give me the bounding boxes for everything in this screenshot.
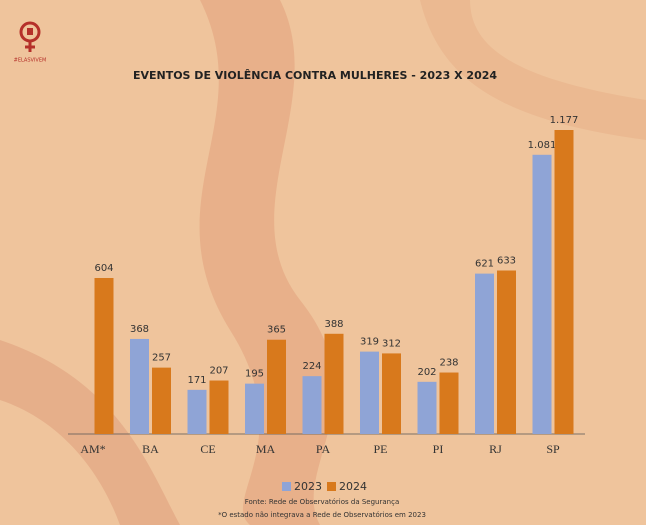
x-tick-label: PE xyxy=(373,442,387,456)
legend-label: 2023 xyxy=(294,480,322,493)
bar xyxy=(302,376,322,434)
bar xyxy=(497,270,516,434)
logo-icon xyxy=(19,21,41,52)
x-tick-label: RJ xyxy=(489,442,502,456)
x-tick-label: BA xyxy=(142,442,159,456)
bar xyxy=(417,381,437,434)
value-label: 388 xyxy=(324,319,343,330)
bar xyxy=(532,154,552,435)
x-tick-label: SP xyxy=(546,442,560,456)
value-label: 238 xyxy=(439,358,458,369)
legend-swatch xyxy=(282,482,291,491)
logo-text: #ELASVIVEM xyxy=(14,58,47,64)
x-tick-label: PI xyxy=(433,442,444,456)
decoration xyxy=(0,340,180,525)
value-label: 1.081 xyxy=(528,140,557,151)
x-tick-label: MA xyxy=(256,442,276,456)
value-label: 1.177 xyxy=(550,115,579,126)
bar xyxy=(267,339,286,434)
bar xyxy=(439,372,459,434)
value-label: 171 xyxy=(187,375,206,386)
value-label: 224 xyxy=(302,361,321,372)
bar xyxy=(475,273,494,434)
value-label: 195 xyxy=(245,369,264,380)
bar xyxy=(382,353,401,434)
value-label: 368 xyxy=(130,324,149,335)
value-label: 319 xyxy=(360,337,379,348)
bar xyxy=(187,389,207,434)
bar xyxy=(152,367,171,434)
value-label: 365 xyxy=(267,325,286,336)
value-label: 621 xyxy=(475,259,494,270)
value-label: 633 xyxy=(497,256,516,267)
x-tick-label: CE xyxy=(200,442,215,456)
bar xyxy=(324,333,344,434)
source: Fonte: Rede de Observatórios da Seguranç… xyxy=(245,498,400,506)
legend-swatch xyxy=(327,482,336,491)
decoration xyxy=(420,0,646,140)
bar xyxy=(360,351,379,434)
bar xyxy=(209,380,229,434)
bar xyxy=(94,277,114,434)
x-tick-label: AM* xyxy=(80,442,105,456)
value-label: 604 xyxy=(94,263,113,274)
bar xyxy=(245,383,264,434)
value-label: 207 xyxy=(209,366,228,377)
value-label: 312 xyxy=(382,338,401,349)
x-tick-label: PA xyxy=(316,442,331,456)
note: *O estado não integrava a Rede de Observ… xyxy=(218,511,426,519)
value-label: 257 xyxy=(152,353,171,364)
bar xyxy=(130,338,149,434)
chart-title: EVENTOS DE VIOLÊNCIA CONTRA MULHERES - 2… xyxy=(133,69,497,82)
value-label: 202 xyxy=(417,367,436,378)
legend-label: 2024 xyxy=(339,480,367,493)
bar xyxy=(554,130,574,434)
decoration xyxy=(199,0,335,525)
